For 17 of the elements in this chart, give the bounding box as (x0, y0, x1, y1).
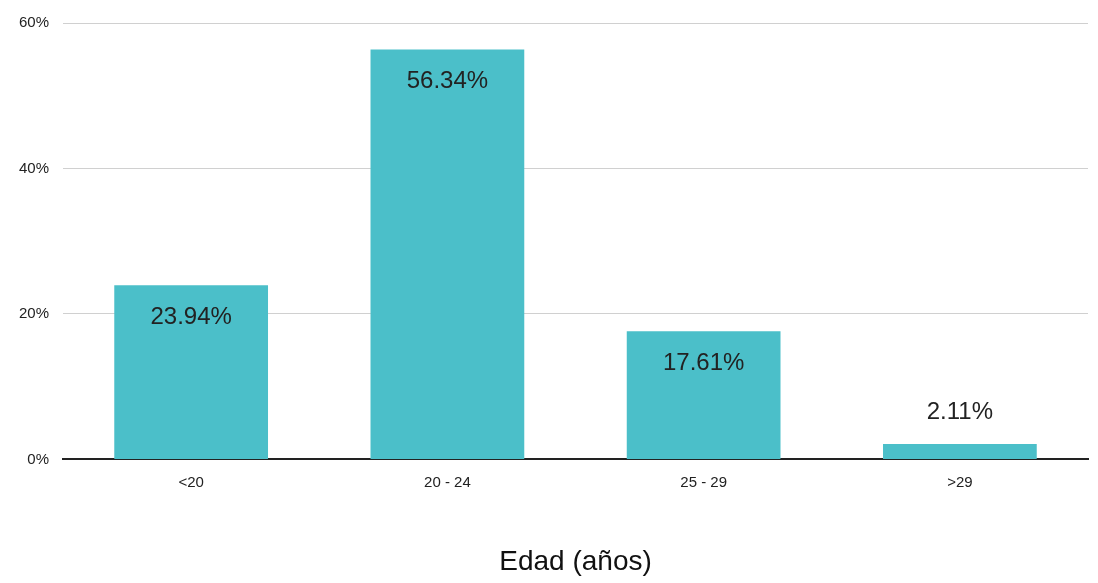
y-tick-label: 40% (18, 158, 50, 176)
data-label: 23.94% (150, 301, 232, 329)
bar (626, 331, 781, 459)
x-tick-label: <20 (178, 472, 204, 490)
bar (883, 444, 1037, 459)
x-tick-label: 25 - 29 (680, 472, 727, 490)
data-label: 17.61% (662, 347, 745, 375)
data-label: 2.11% (926, 396, 994, 424)
x-axis-title: Edad (años) (499, 544, 652, 576)
bar (114, 285, 269, 459)
y-tick-label: 60% (18, 13, 50, 31)
y-tick-label: 20% (18, 304, 50, 322)
x-tick-label: 20 - 24 (424, 472, 471, 490)
data-label: 56.34% (406, 66, 489, 94)
x-tick-label: >29 (947, 472, 973, 490)
y-tick-label: 0% (27, 449, 50, 467)
bar (370, 49, 525, 459)
